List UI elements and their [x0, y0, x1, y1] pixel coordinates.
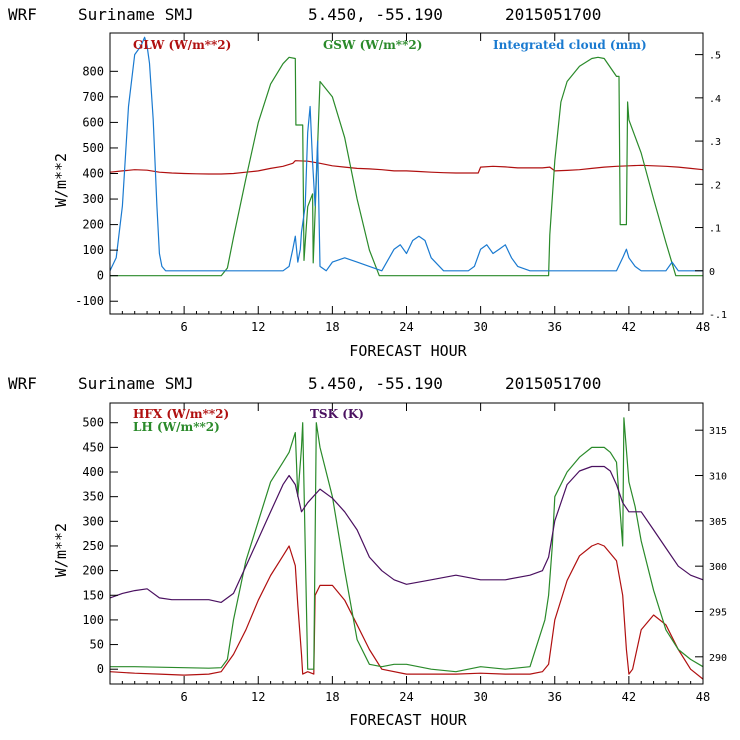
- series-line-0: [109, 542, 704, 680]
- y-axis-label-bottom: W/m**2: [52, 523, 70, 577]
- series-line-2: [109, 465, 704, 604]
- series-line-0: [109, 160, 704, 175]
- right-tick-label: 290: [709, 653, 727, 664]
- y-tick-label: 350: [82, 490, 104, 504]
- y-tick-label: 150: [82, 588, 104, 602]
- right-tick-label: 300: [709, 562, 727, 573]
- y-tick-label: 100: [82, 613, 104, 627]
- right-tick-label: .2: [709, 180, 721, 191]
- x-tick-label: 42: [622, 320, 636, 334]
- y-tick-label: 200: [82, 564, 104, 578]
- x-tick-label: 6: [181, 690, 188, 704]
- series-line-1: [110, 56, 703, 277]
- right-tick-label: 305: [709, 517, 727, 528]
- y-tick-label: 200: [82, 218, 104, 232]
- panel-title-date: 2015051700: [505, 374, 601, 393]
- legend-cloud: Integrated cloud (mm): [493, 38, 647, 52]
- x-tick-label: 12: [251, 690, 265, 704]
- right-tick-label: .5: [709, 51, 721, 62]
- panel-top: WRF Suriname SMJ 5.450, -55.190 20150517…: [8, 5, 727, 360]
- x-axis-label-bottom: FORECAST HOUR: [349, 711, 467, 729]
- legend-gsw: GSW (W/m**2): [323, 38, 422, 52]
- x-tick-label: 18: [325, 690, 339, 704]
- y-tick-label: 0: [97, 662, 104, 676]
- right-tick-label: 310: [709, 472, 727, 483]
- x-tick-label: 36: [548, 320, 562, 334]
- panel-title-location: Suriname SMJ: [78, 374, 194, 393]
- plot-area-top: 6 12 18 24 30 36 42 48 -100 0 100 200 300 400 500 600 70…: [75, 32, 727, 334]
- y-tick-label: 400: [82, 167, 104, 181]
- y-tick-label: 250: [82, 539, 104, 553]
- x-tick-label: 36: [548, 690, 562, 704]
- y-tick-label: -100: [75, 294, 104, 308]
- y-tick-label: 400: [82, 465, 104, 479]
- legend-glw: GLW (W/m**2): [133, 38, 231, 52]
- y-tick-label: 500: [82, 141, 104, 155]
- legend-hfx: HFX (W/m**2): [133, 407, 229, 421]
- legend-lh: LH (W/m**2): [133, 420, 220, 434]
- right-tick-label: .1: [709, 224, 721, 235]
- panel-title-coords: 5.450, -55.190: [308, 374, 443, 393]
- series-line-1: [110, 417, 704, 673]
- x-tick-label: 18: [325, 320, 339, 334]
- x-axis-label-top: FORECAST HOUR: [349, 342, 467, 360]
- y-tick-label: 800: [82, 64, 104, 78]
- legend-tsk: TSK (K): [310, 407, 364, 421]
- x-tick-label: 48: [696, 690, 710, 704]
- y-tick-label: 600: [82, 115, 104, 129]
- y-tick-label: 700: [82, 90, 104, 104]
- y-tick-label: 450: [82, 440, 104, 454]
- y-tick-label: 100: [82, 243, 104, 257]
- panel-title-location: Suriname SMJ: [78, 5, 194, 24]
- panel-title-model: WRF: [8, 374, 37, 393]
- panel-title-model: WRF: [8, 5, 37, 24]
- y-tick-label: 0: [97, 269, 104, 283]
- series-line-2: [109, 36, 703, 272]
- plot-frame: [109, 402, 704, 685]
- x-tick-label: 42: [622, 690, 636, 704]
- right-tick-label: -.1: [709, 310, 727, 321]
- panel-title-date: 2015051700: [505, 5, 601, 24]
- panel-title-coords: 5.450, -55.190: [308, 5, 443, 24]
- y-tick-label: 300: [82, 192, 104, 206]
- right-tick-label: 295: [709, 607, 727, 618]
- right-tick-label: 315: [709, 426, 727, 437]
- y-axis-label-top: W/m**2: [52, 153, 70, 207]
- x-tick-label: 12: [251, 320, 265, 334]
- right-tick-label: 0: [709, 267, 715, 278]
- x-tick-label: 48: [696, 320, 710, 334]
- right-tick-label: .4: [709, 94, 721, 105]
- y-tick-label: 300: [82, 514, 104, 528]
- plot-area-bottom: 6 12 18 24 30 36 42 48 0 50 100 150 200 250 300 350 400 4…: [82, 402, 727, 704]
- x-tick-label: 30: [473, 320, 487, 334]
- y-tick-label: 500: [82, 416, 104, 430]
- right-tick-label: .3: [709, 137, 721, 148]
- y-tick-label: 50: [90, 638, 104, 652]
- x-tick-label: 30: [473, 690, 487, 704]
- x-tick-label: 6: [181, 320, 188, 334]
- panel-bottom: WRF Suriname SMJ 5.450, -55.190 20150517…: [8, 374, 727, 729]
- x-tick-label: 24: [399, 690, 413, 704]
- x-tick-label: 24: [399, 320, 413, 334]
